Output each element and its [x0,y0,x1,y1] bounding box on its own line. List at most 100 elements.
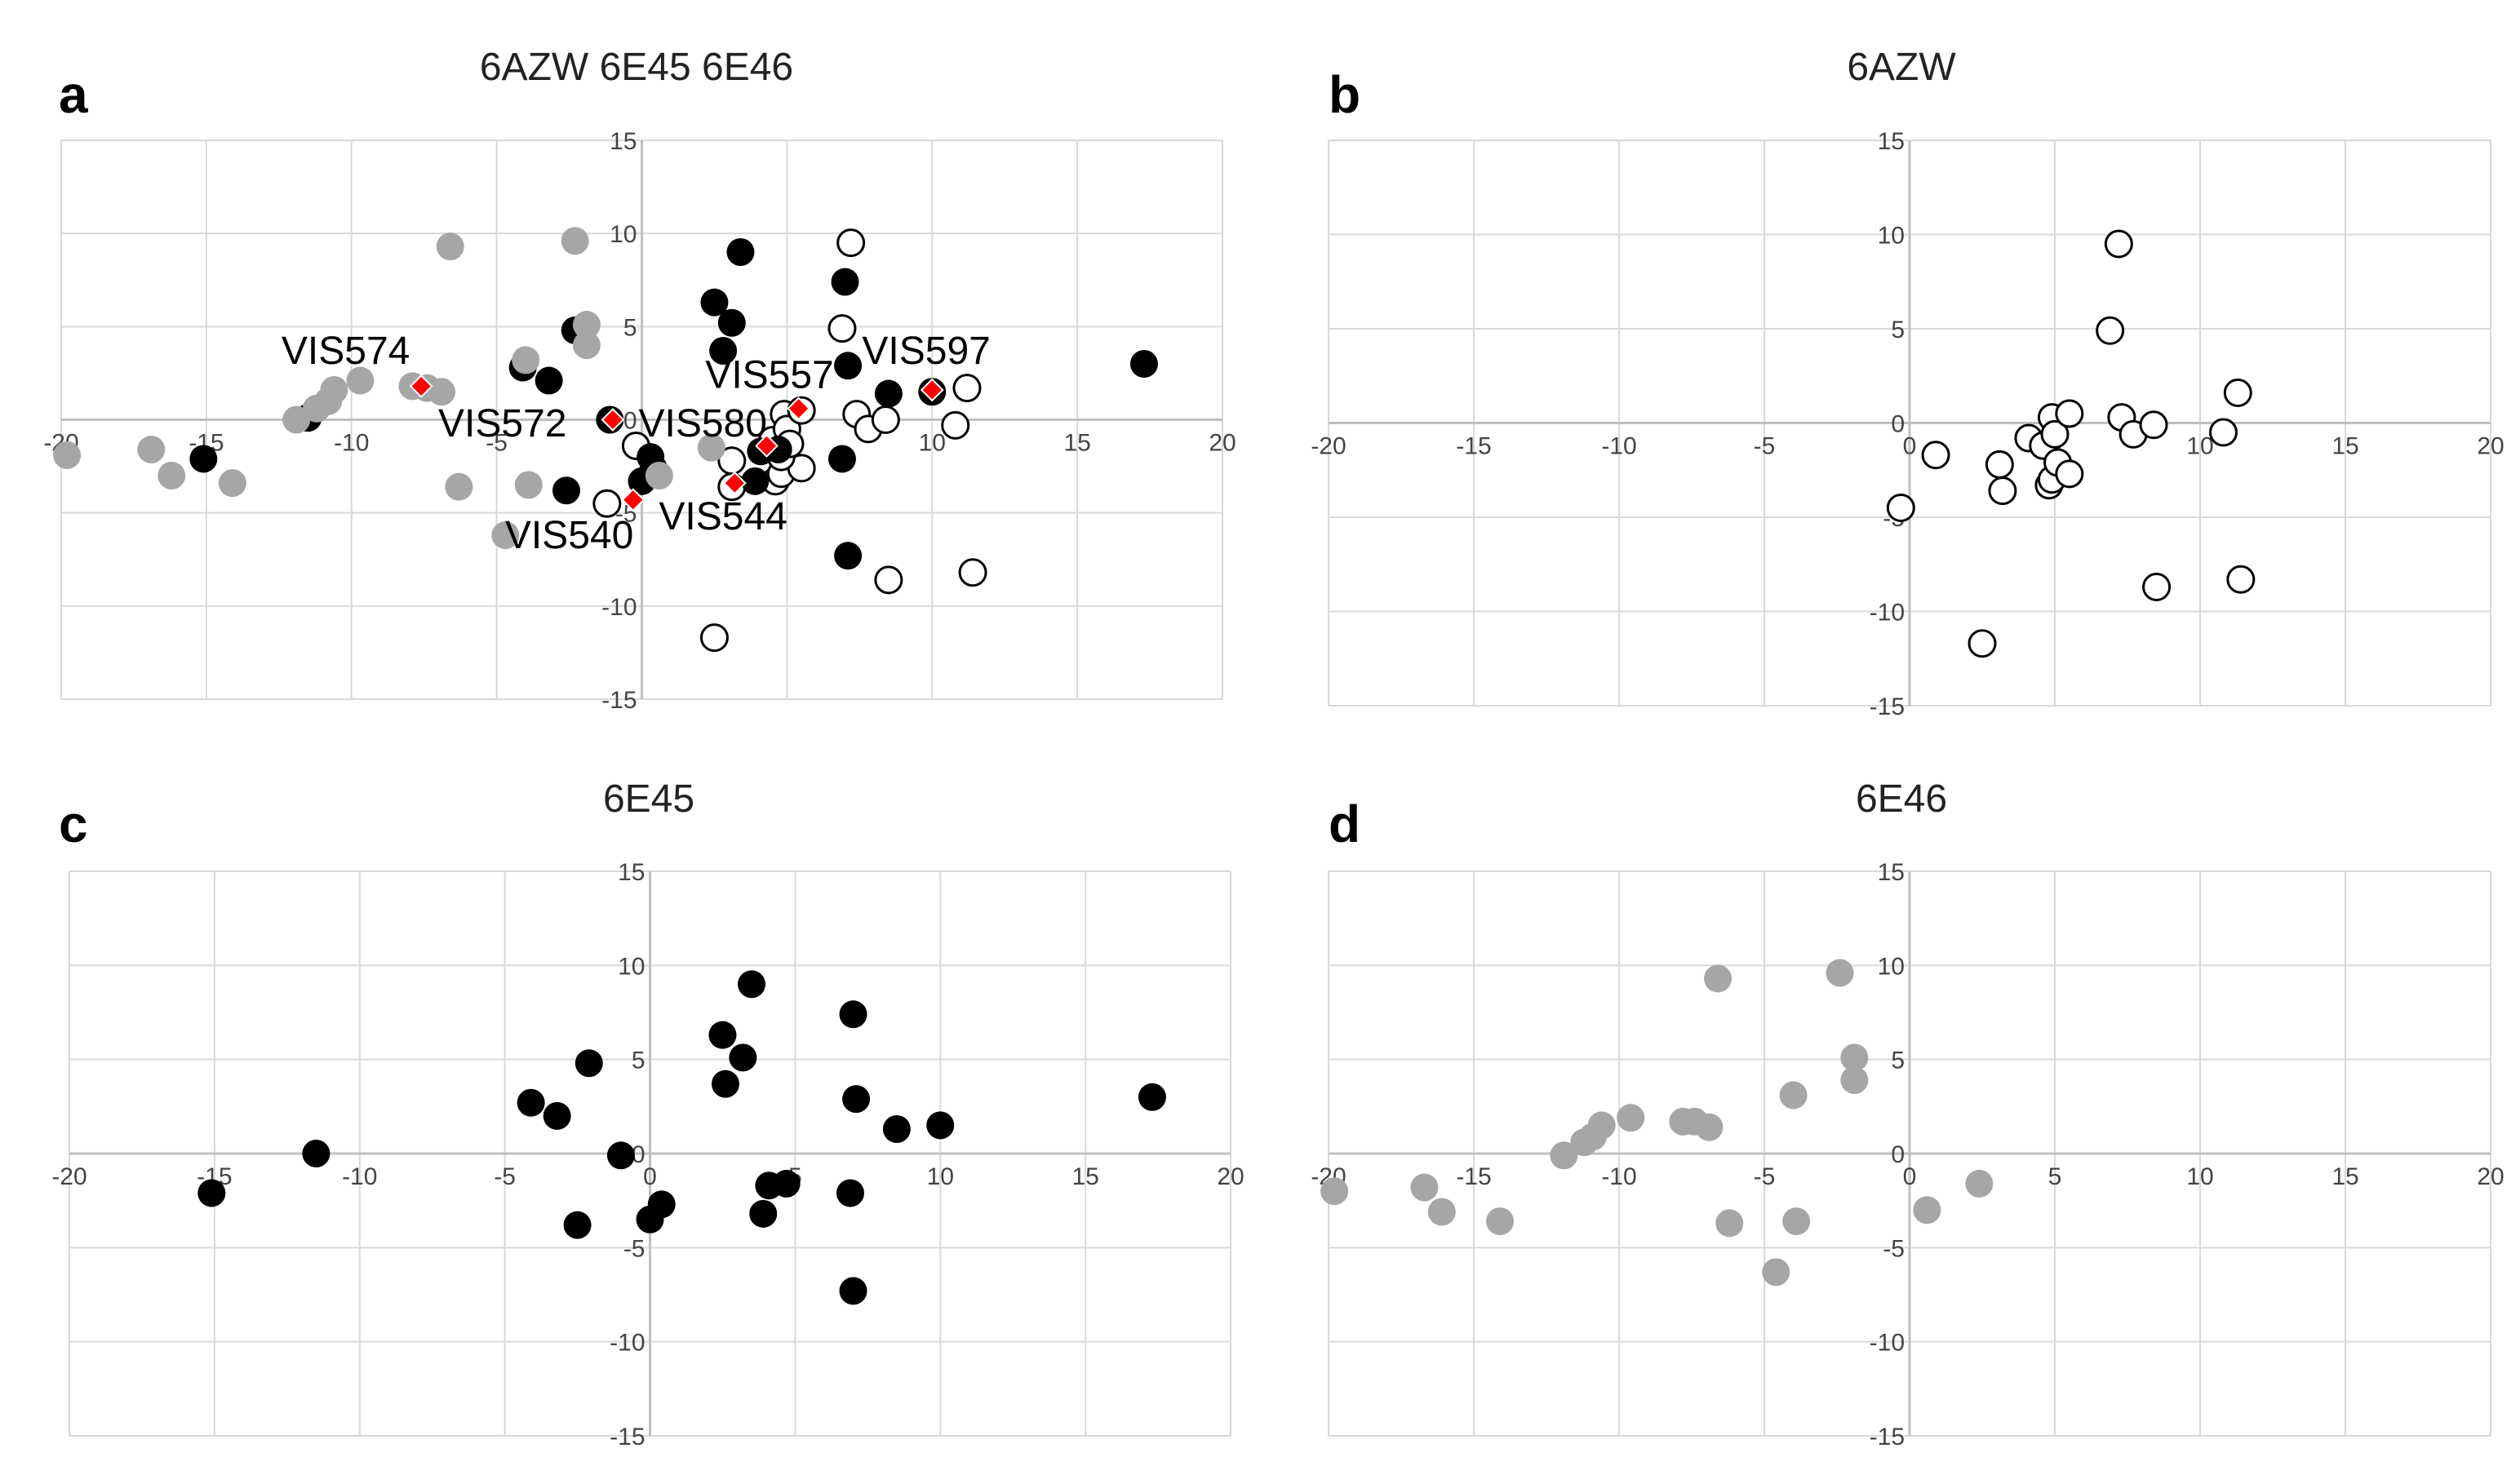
grey-point [1704,964,1732,993]
open-point [2223,379,2252,408]
y-tick-label: 0 [1891,411,1905,438]
x-tick-label: 15 [1063,430,1090,457]
red-diamond-point [787,396,811,421]
black-point [552,476,581,505]
black-point [708,1021,737,1049]
y-tick-label: -15 [610,1424,645,1450]
open-point [2055,459,2084,489]
annotation-label: VIS597 [862,330,990,373]
black-point [517,1088,545,1117]
grey-point [1550,1141,1578,1170]
x-tick-label: 20 [2477,433,2504,460]
x-tick-label: 15 [2331,433,2358,460]
open-point [1988,476,2017,506]
y-tick-label: -10 [1870,1330,1905,1357]
grey-point [218,469,246,498]
black-point [749,1199,778,1228]
red-diamond-point [601,408,625,432]
x-tick-label: -20 [51,1163,87,1190]
black-point [839,1277,867,1305]
black-point [575,1049,603,1078]
black-point [709,337,738,365]
open-point [1921,441,1950,470]
black-point [834,542,863,570]
open-point [1985,450,2014,479]
x-tick-label: -10 [1601,1163,1636,1190]
grey-point [445,472,473,501]
black-point [189,445,218,473]
x-tick-label: -5 [486,430,508,457]
y-tick-label: -10 [1870,600,1905,627]
grey-point [1320,1177,1349,1206]
grey-point [320,375,348,404]
x-tick-label: 20 [2477,1163,2504,1190]
panel-a: a 6AZW 6E45 6E46 -20-15-10-505101520-15-… [43,46,1236,714]
grey-point [137,436,166,464]
grey-point [1695,1113,1724,1141]
panel-c-title: 6E45 [603,777,694,821]
x-tick-label: 0 [643,1163,657,1190]
annotation-label: VIS557 [705,354,833,397]
grey-point [572,311,601,339]
series-6e46 [53,227,725,550]
grey-point [491,521,520,550]
open-point [2139,410,2168,440]
annotation-label: VIS572 [438,402,566,445]
annotation-label: VIS540 [505,514,633,557]
grey-point [697,433,725,462]
panel-a-title: 6AZW 6E45 6E46 [480,46,793,89]
open-point [836,228,866,258]
black-point [729,1043,757,1072]
x-tick-label: 10 [919,430,946,457]
x-tick-label: -5 [494,1163,516,1190]
open-point [2104,229,2133,259]
black-point [772,1169,801,1198]
grey-point [1826,959,1854,987]
grey-point [1965,1169,1994,1198]
x-tick-label: -5 [1754,1163,1776,1190]
grey-point [282,405,311,434]
open-point [2096,316,2125,345]
grey-point [436,233,464,261]
red-diamond-point [409,374,433,398]
open-point [952,374,982,403]
grey-point [512,346,540,374]
open-point [2040,419,2070,449]
panel-d-title: 6E46 [1856,777,1947,821]
open-point [2055,399,2084,428]
grey-point [346,366,375,395]
open-point [2226,565,2256,594]
open-point [1886,493,1915,522]
series-6e46 [1320,959,1994,1287]
x-tick-label: 10 [2186,433,2213,460]
grey-point [1782,1207,1811,1236]
red-diamond-point [920,378,944,402]
black-point [197,1179,226,1207]
open-point [958,558,987,587]
grey-point [561,227,589,255]
black-point [831,268,859,296]
black-point [842,1085,871,1114]
x-tick-label: -10 [1601,433,1636,460]
annotation-label: VIS574 [282,330,410,373]
grey-point [53,441,82,469]
y-tick-label: 10 [1878,223,1905,250]
annotation-label: VIS544 [659,495,787,538]
grey-point [1913,1196,1941,1225]
x-tick-label: 10 [2186,1163,2213,1190]
grey-point [158,462,186,489]
black-point [563,1211,592,1239]
open-point [941,410,970,440]
black-point [874,379,903,408]
black-point [700,288,729,317]
open-point [699,623,729,653]
red-diamond-point [755,434,779,458]
x-tick-label: 5 [2048,1163,2062,1190]
y-tick-label: 5 [1891,317,1905,343]
